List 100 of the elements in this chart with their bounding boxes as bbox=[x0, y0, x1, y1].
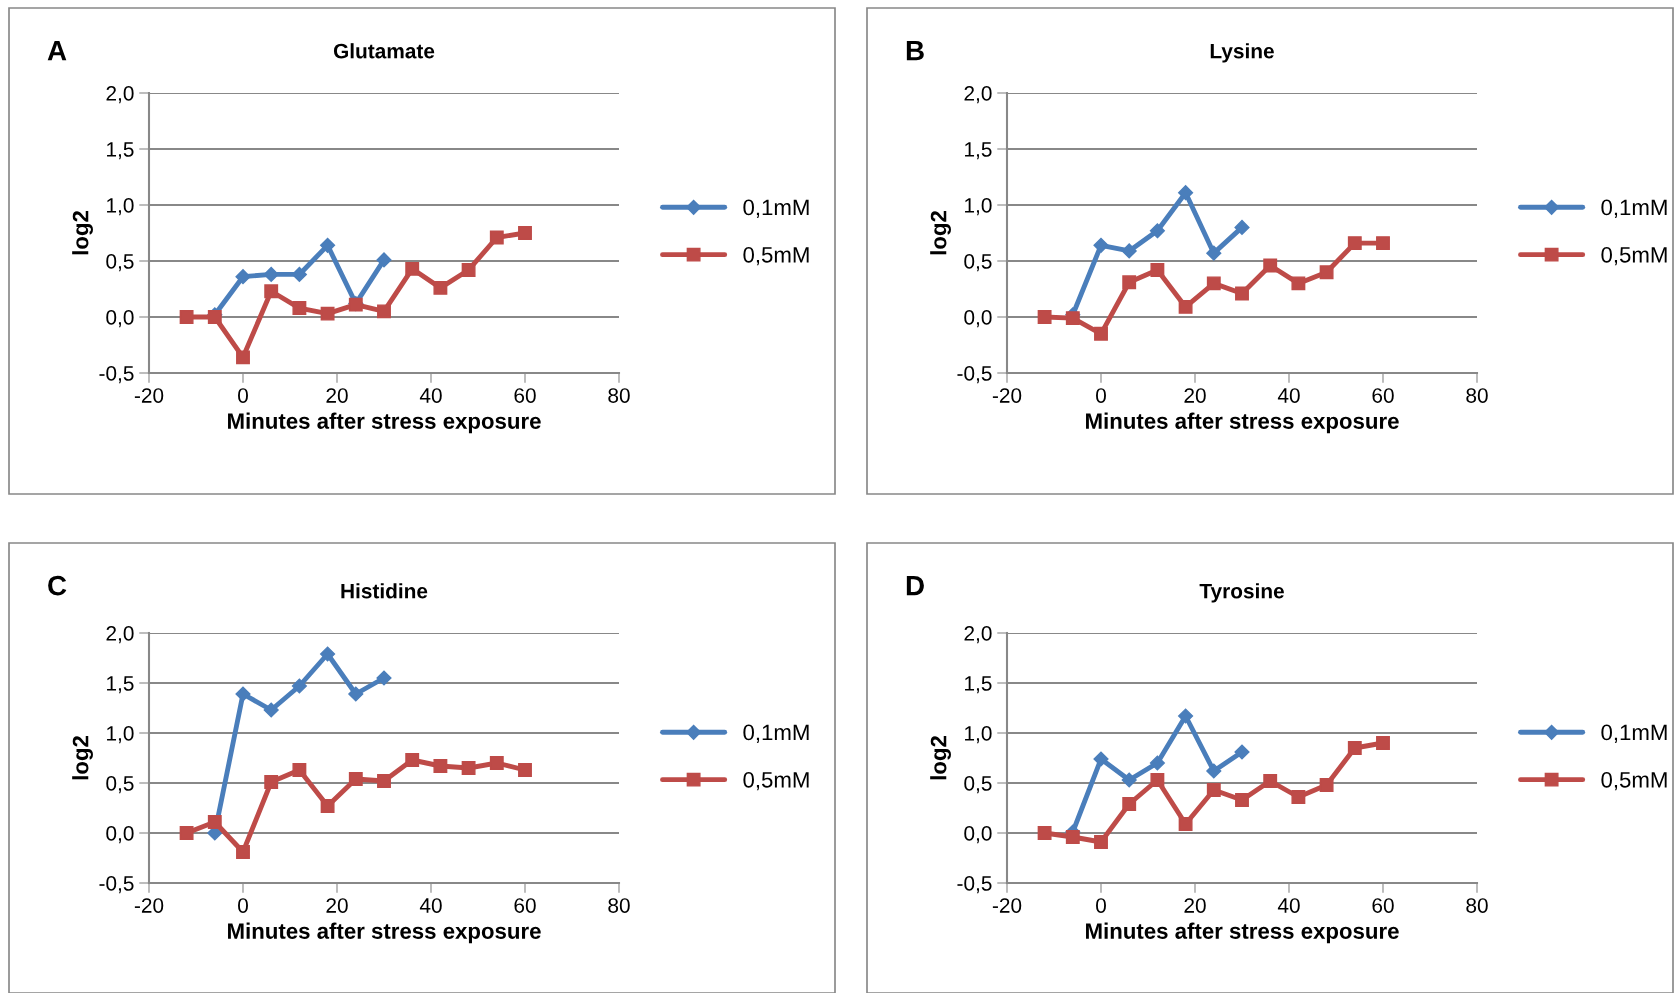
y-tick-label: 1,0 bbox=[965, 726, 992, 744]
point bbox=[263, 702, 279, 718]
y-tick-label: 2,0 bbox=[964, 86, 992, 104]
y-tick-label: -0,5 bbox=[99, 876, 134, 894]
point bbox=[1093, 237, 1109, 253]
point bbox=[292, 301, 307, 315]
point bbox=[1206, 245, 1222, 261]
point bbox=[179, 826, 194, 840]
legend-label: 0,5mM bbox=[743, 771, 809, 791]
chart-title: Histidine bbox=[341, 583, 428, 599]
x-tick-label: 20 bbox=[1184, 388, 1206, 403]
text: D bbox=[906, 576, 924, 596]
x-tick-label: 80 bbox=[1466, 388, 1488, 403]
legend-label: 0,1mM bbox=[743, 199, 809, 218]
point bbox=[1037, 826, 1052, 840]
legend-label: 0,5mM bbox=[743, 246, 809, 266]
x-axis-title: Minutes after stress exposure bbox=[1086, 922, 1399, 944]
point bbox=[1235, 793, 1249, 807]
x-axis-title: Minutes after stress exposure bbox=[1086, 412, 1399, 434]
point bbox=[291, 266, 307, 283]
point bbox=[1094, 326, 1108, 341]
point bbox=[405, 261, 420, 276]
x-tick-label: 60 bbox=[1372, 388, 1394, 403]
point bbox=[1178, 299, 1193, 314]
y-tick-label: 0,0 bbox=[106, 826, 134, 844]
point bbox=[1291, 276, 1306, 291]
y-tick-label: 1,0 bbox=[965, 198, 992, 216]
point bbox=[1065, 830, 1080, 844]
y-tick-label: 2,0 bbox=[106, 86, 134, 104]
point bbox=[348, 772, 363, 786]
point bbox=[461, 761, 476, 775]
x-tick-label: 20 bbox=[326, 898, 348, 913]
point bbox=[1263, 258, 1278, 273]
x-tick-label: -20 bbox=[134, 898, 164, 913]
y-tick-label: 1,5 bbox=[965, 142, 992, 160]
point bbox=[1319, 778, 1334, 792]
point bbox=[1376, 236, 1390, 251]
text: C bbox=[48, 575, 67, 596]
point bbox=[1234, 219, 1250, 235]
x-tick-label: 0 bbox=[1096, 898, 1106, 913]
point bbox=[1291, 790, 1306, 804]
point bbox=[1093, 751, 1109, 767]
point bbox=[1149, 223, 1165, 239]
point bbox=[377, 774, 391, 788]
point bbox=[264, 284, 279, 299]
point bbox=[1206, 783, 1221, 797]
x-tick-label: 40 bbox=[419, 388, 442, 403]
point bbox=[489, 230, 504, 245]
point bbox=[1094, 835, 1108, 849]
point bbox=[518, 763, 532, 777]
legend-label: 0,1mM bbox=[1601, 724, 1667, 743]
legend-label: 0,5mM bbox=[1601, 771, 1667, 791]
chart-title: Glutamate bbox=[333, 43, 435, 59]
point bbox=[264, 775, 279, 789]
point bbox=[1065, 311, 1080, 326]
y-tick-label: 0,0 bbox=[964, 826, 992, 844]
point bbox=[320, 306, 335, 321]
text: B bbox=[906, 41, 924, 61]
y-tick-label: 2,0 bbox=[106, 626, 134, 644]
point bbox=[207, 815, 222, 829]
x-tick-label: 60 bbox=[514, 388, 536, 403]
point bbox=[1149, 755, 1165, 771]
point bbox=[377, 304, 391, 319]
x-tick-label: 20 bbox=[326, 388, 348, 403]
point bbox=[236, 845, 250, 859]
x-tick-label: 60 bbox=[514, 898, 536, 913]
point bbox=[433, 759, 448, 773]
x-tick-label: 80 bbox=[608, 388, 630, 403]
point bbox=[236, 350, 250, 365]
point bbox=[405, 753, 420, 767]
y-tick-label: 0,5 bbox=[106, 254, 134, 272]
point bbox=[1206, 276, 1221, 291]
y-tick-label: 1,0 bbox=[107, 198, 134, 216]
legend-label: 0,5mM bbox=[1601, 246, 1667, 266]
y-tick-label: -0,5 bbox=[99, 366, 134, 384]
point bbox=[1347, 741, 1362, 755]
x-tick-label: 80 bbox=[608, 898, 630, 913]
x-axis-title: Minutes after stress exposure bbox=[228, 922, 541, 944]
point bbox=[1150, 263, 1165, 277]
x-axis-title: Minutes after stress exposure bbox=[228, 412, 541, 434]
point bbox=[376, 670, 392, 686]
point bbox=[1206, 763, 1222, 779]
x-tick-label: 40 bbox=[419, 898, 442, 913]
y-axis-title: log2 bbox=[72, 211, 93, 255]
point bbox=[1150, 773, 1165, 787]
x-tick-label: 0 bbox=[1096, 388, 1106, 403]
y-axis-title: log2 bbox=[72, 736, 93, 780]
point bbox=[1263, 774, 1278, 788]
chart-title: Lysine bbox=[1210, 43, 1274, 63]
point bbox=[235, 686, 251, 702]
x-tick-label: -20 bbox=[992, 388, 1022, 403]
point bbox=[292, 763, 307, 777]
y-tick-label: 1,5 bbox=[107, 676, 134, 694]
point bbox=[1178, 817, 1193, 831]
point bbox=[263, 266, 279, 283]
point bbox=[376, 252, 392, 268]
y-tick-label: 2,0 bbox=[964, 626, 992, 644]
chart-title: Tyrosine bbox=[1199, 583, 1284, 603]
y-tick-label: 1,0 bbox=[107, 726, 134, 744]
point bbox=[291, 678, 307, 694]
